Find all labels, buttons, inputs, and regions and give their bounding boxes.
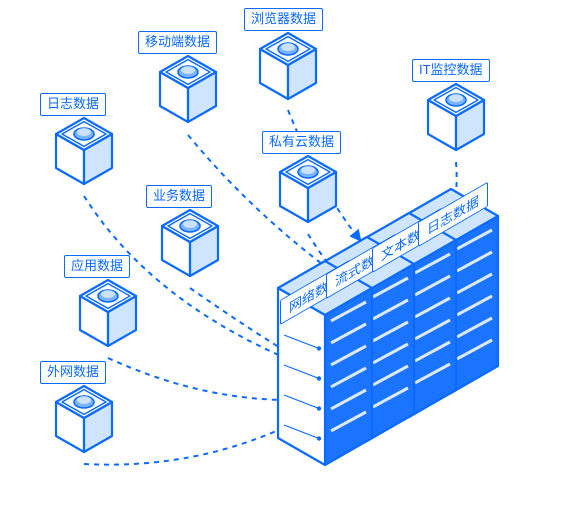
flow-line <box>108 358 290 400</box>
cube-label-itmon: IT监控数据 <box>412 59 490 82</box>
diagram-root: 浏览器数据移动端数据IT监控数据日志数据私有云数据业务数据应用数据外网数据网络数… <box>0 0 566 511</box>
cube-label-biz: 业务数据 <box>146 185 212 208</box>
cube-label-mobile: 移动端数据 <box>138 31 217 54</box>
cube-label-browser: 浏览器数据 <box>244 8 323 31</box>
cube-label-log: 日志数据 <box>40 93 106 116</box>
cube-label-private: 私有云数据 <box>262 131 341 154</box>
cube-label-ext: 外网数据 <box>40 361 106 384</box>
cube-label-app: 应用数据 <box>64 255 130 278</box>
